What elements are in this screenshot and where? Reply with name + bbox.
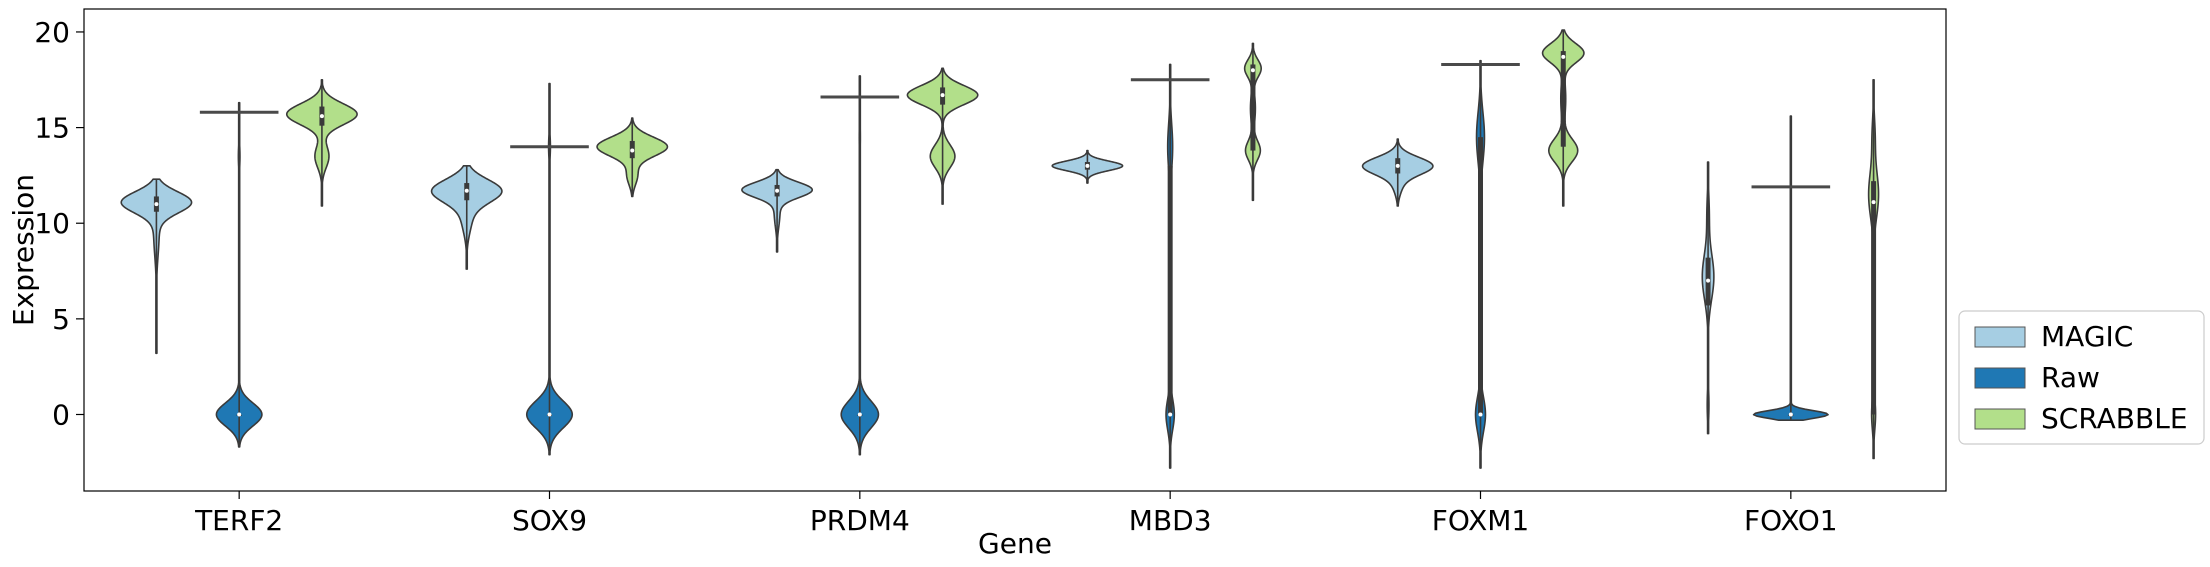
x-axis-label: Gene — [978, 527, 1052, 560]
violin-median-marker — [630, 148, 635, 153]
y-tick-label: 20 — [34, 16, 70, 49]
legend-label-scrabble: SCRABBLE — [2041, 402, 2188, 435]
x-tick-label: MBD3 — [1129, 504, 1212, 537]
violin-median-marker — [319, 114, 324, 119]
violin-median-marker — [547, 412, 552, 417]
violin-iqr-box — [1250, 64, 1256, 151]
violin-median-marker — [857, 412, 862, 417]
y-tick-label: 15 — [34, 112, 70, 145]
violin-median-marker — [940, 93, 945, 98]
y-tick-label: 0 — [52, 398, 70, 431]
violin-median-marker — [1478, 412, 1483, 417]
x-axis: TERF2 SOX9 PRDM4 MBD3 FOXM1 FOXO1 — [194, 491, 1838, 537]
violin-median-marker — [154, 202, 159, 207]
x-tick-label: FOXO1 — [1744, 504, 1838, 537]
violin-median-marker — [1395, 163, 1400, 168]
violin-median-marker — [237, 412, 242, 417]
violin-iqr-box — [1167, 165, 1173, 415]
legend: MAGIC Raw SCRABBLE — [1958, 310, 2205, 445]
violin-median-marker — [464, 188, 469, 193]
violin-median-marker — [1706, 278, 1711, 283]
y-tick-label: 10 — [34, 207, 70, 240]
violin-median-marker — [1085, 163, 1090, 168]
legend-swatch-raw — [1974, 367, 2026, 389]
legend-label-raw: Raw — [2041, 361, 2100, 394]
violin-layer — [120, 29, 1880, 469]
legend-label-magic: MAGIC — [2041, 320, 2133, 353]
violin-iqr-box — [1478, 137, 1483, 415]
legend-swatch-magic — [1974, 326, 2026, 348]
violin-median-marker — [775, 188, 780, 193]
violin-median-marker — [1871, 200, 1876, 205]
violin-median-marker — [1250, 68, 1255, 73]
violin-median-marker — [1561, 54, 1566, 59]
y-axis-label: Expression — [7, 174, 40, 326]
x-tick-label: FOXM1 — [1432, 504, 1530, 537]
x-tick-label: SOX9 — [512, 504, 587, 537]
violin-iqr-box — [1560, 51, 1566, 147]
legend-swatch-scrabble — [1974, 408, 2026, 430]
violin-iqr-box — [1871, 181, 1877, 415]
plot-frame — [83, 8, 1947, 492]
y-tick-label: 5 — [52, 303, 70, 336]
violin-median-marker — [1168, 412, 1173, 417]
violin-median-marker — [1788, 412, 1793, 417]
x-tick-label: PRDM4 — [810, 504, 910, 537]
x-tick-label: TERF2 — [194, 504, 283, 537]
y-axis: 0 5 10 15 20 — [34, 16, 84, 431]
